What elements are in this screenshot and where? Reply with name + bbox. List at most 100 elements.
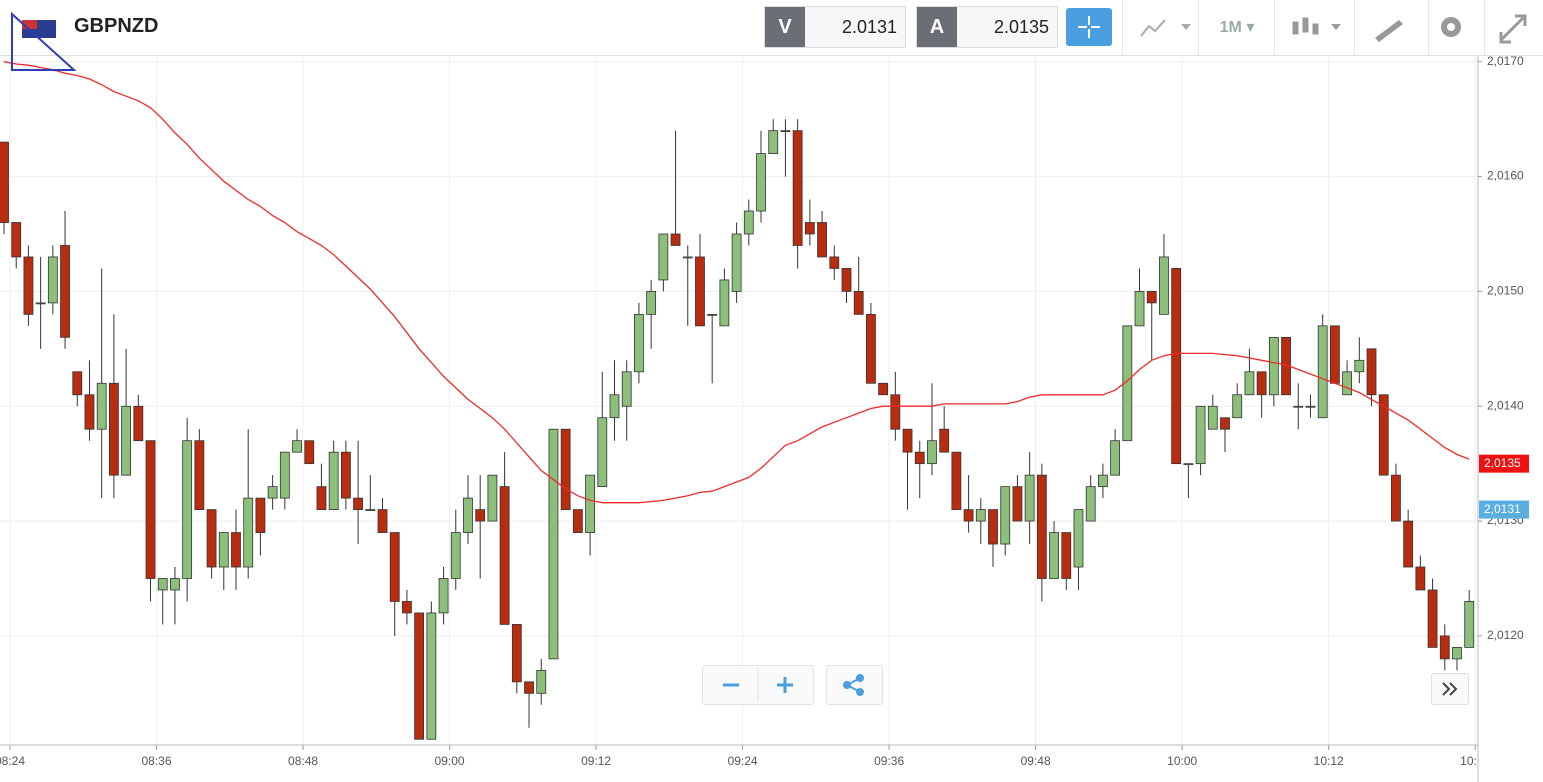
zoom-controls: [702, 665, 814, 705]
x-tick-label: 10:00: [1167, 754, 1197, 768]
candle-body: [731, 233, 742, 292]
candle-body: [597, 417, 608, 488]
candle-body: [72, 371, 83, 396]
scroll-end-button[interactable]: [1431, 673, 1469, 705]
candle-body: [1195, 405, 1206, 465]
candle-body: [853, 291, 864, 315]
ask-box[interactable]: A 2.0135: [916, 6, 1058, 48]
candle-body: [878, 382, 889, 396]
candle-body: [108, 382, 119, 476]
candle-body: [560, 428, 571, 510]
candle-body: [1464, 601, 1475, 648]
candle-body: [389, 532, 400, 602]
candle-body: [1452, 646, 1462, 660]
candle-body: [719, 279, 730, 327]
candle-body: [475, 509, 486, 522]
candle-body: [414, 612, 425, 740]
candle-body: [536, 669, 547, 694]
zoom-icons: [723, 668, 793, 702]
candle-body: [634, 313, 644, 373]
candle-body: [96, 382, 107, 430]
candle-body: [1000, 486, 1011, 545]
y-tick-label: 2,0140: [1487, 398, 1524, 412]
y-tick-label: 2,0150: [1487, 284, 1524, 298]
candle-body: [1098, 474, 1108, 488]
candle-body: [450, 532, 461, 579]
candle-body: [670, 233, 681, 246]
price-tag: [1479, 500, 1529, 519]
candle-body: [267, 486, 278, 499]
candle-body: [609, 394, 620, 419]
crosshair-icon: [1078, 16, 1100, 38]
candle-body: [585, 474, 595, 533]
candle-body: [804, 222, 815, 235]
draw-button[interactable]: [1354, 0, 1429, 55]
candle-body: [60, 245, 70, 338]
candle-body: [1305, 405, 1316, 408]
ask: 2.0135: [993, 17, 1049, 37]
candle-body: [707, 313, 718, 316]
candle-body: [1244, 371, 1255, 396]
candle-body: [927, 440, 937, 465]
candle-body: [829, 256, 840, 269]
fullscreen-button[interactable]: [1484, 0, 1543, 55]
candle-body: [1049, 532, 1059, 579]
x-tick-label: 09:24: [728, 754, 758, 768]
candle-body: [402, 601, 412, 614]
zoom-in[interactable]: [777, 677, 793, 693]
draw-icon: [1375, 20, 1403, 42]
crosshair-button[interactable]: [1066, 8, 1112, 46]
indicator-button[interactable]: [1122, 0, 1199, 55]
candle-body: [621, 371, 632, 407]
price-tag-label: 2,0131: [1484, 502, 1521, 516]
candle-body: [768, 130, 779, 155]
candle-body: [255, 497, 266, 533]
chart-type-button[interactable]: [1274, 0, 1355, 55]
flag: [11, 11, 77, 71]
timeframe-button[interactable]: 1M ▾: [1198, 0, 1275, 55]
candle-body: [1061, 532, 1072, 579]
candle-body: [47, 256, 58, 304]
candle-body: [756, 153, 766, 212]
candle-body: [1427, 589, 1438, 648]
x-tick-label: 10:12: [1314, 754, 1344, 768]
settings-button[interactable]: [1428, 0, 1485, 55]
ask-label: A: [917, 7, 957, 47]
candle-body: [1085, 486, 1096, 522]
candle-body: [1146, 291, 1157, 304]
candle-body: [780, 130, 791, 133]
candle-body: [866, 313, 876, 384]
bid-label: V: [765, 7, 805, 47]
scroll-end-icon: [1442, 682, 1458, 696]
candle-body: [524, 681, 534, 694]
candle-body: [377, 509, 388, 533]
candle-body: [939, 428, 950, 453]
candle-body: [365, 509, 376, 511]
x-tick-label: 09:12: [581, 754, 611, 768]
candle-body: [1366, 348, 1377, 396]
candle-body: [975, 509, 986, 522]
x-tick-label: 08:36: [142, 754, 172, 768]
candle-body: [145, 440, 156, 579]
y-tick-label: 2,0160: [1487, 169, 1524, 183]
y-axis-panel: [1478, 56, 1543, 782]
candle-body: [23, 256, 34, 315]
candle-body: [817, 222, 827, 258]
symbol: GBPNZD: [74, 15, 159, 37]
candle-body: [243, 497, 254, 568]
candle-body: [1012, 486, 1023, 522]
bid-box[interactable]: V 2.0131: [764, 6, 906, 48]
candle-body: [1232, 394, 1243, 419]
x-tick-label: 09:00: [435, 754, 465, 768]
candle-body: [1342, 371, 1352, 396]
candle-body: [1403, 520, 1414, 568]
price-tag-label: 2,0135: [1484, 456, 1521, 470]
candle-body: [951, 451, 962, 510]
candle-body: [340, 451, 351, 499]
share-button[interactable]: [826, 665, 883, 705]
candle-body: [1159, 256, 1169, 315]
chart-type-icon: [1292, 17, 1341, 35]
candle-body: [1183, 463, 1194, 466]
candle-body: [84, 394, 95, 430]
